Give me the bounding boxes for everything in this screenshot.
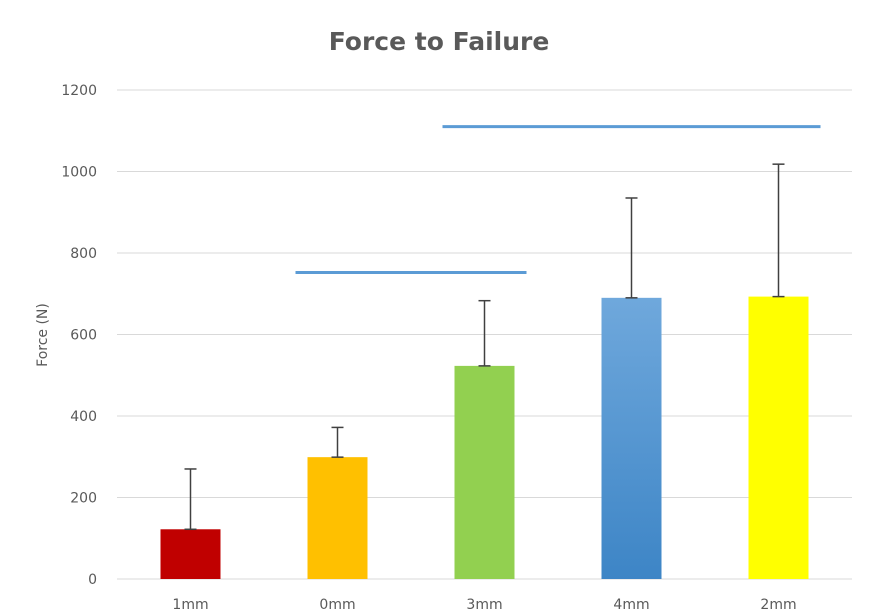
significance-brackets — [295, 125, 821, 275]
y-tick-400: 400 — [70, 409, 97, 425]
error-bar-1mm — [184, 468, 197, 531]
x-tick-0mm: 0mm — [319, 597, 355, 613]
x-tick-labels: 1mm 0mm 3mm 4mm 2mm — [172, 597, 796, 613]
error-bars — [184, 163, 785, 531]
x-tick-3mm: 3mm — [466, 597, 502, 613]
y-tick-600: 600 — [70, 328, 97, 344]
x-tick-1mm: 1mm — [172, 597, 208, 613]
bar-4mm — [601, 297, 662, 579]
error-bar-2mm — [772, 163, 785, 298]
y-tick-800: 800 — [70, 246, 97, 262]
bar-2mm — [748, 296, 809, 579]
y-tick-1200: 1200 — [61, 83, 97, 99]
bar-1mm — [160, 529, 221, 579]
error-bar-3mm — [478, 299, 491, 367]
bar-0mm — [307, 457, 368, 579]
x-tick-4mm: 4mm — [613, 597, 649, 613]
error-bar-4mm — [625, 197, 638, 299]
y-tick-labels: 0 200 400 600 800 1000 1200 — [61, 83, 97, 588]
error-bar-0mm — [331, 426, 344, 458]
y-axis-label: Force (N) — [35, 303, 51, 367]
x-tick-2mm: 2mm — [760, 597, 796, 613]
y-tick-0: 0 — [88, 572, 97, 588]
y-tick-1000: 1000 — [61, 165, 97, 181]
y-tick-200: 200 — [70, 491, 97, 507]
bar-3mm — [454, 365, 515, 579]
chart-title: Force to Failure — [329, 27, 550, 56]
bars — [160, 296, 809, 579]
